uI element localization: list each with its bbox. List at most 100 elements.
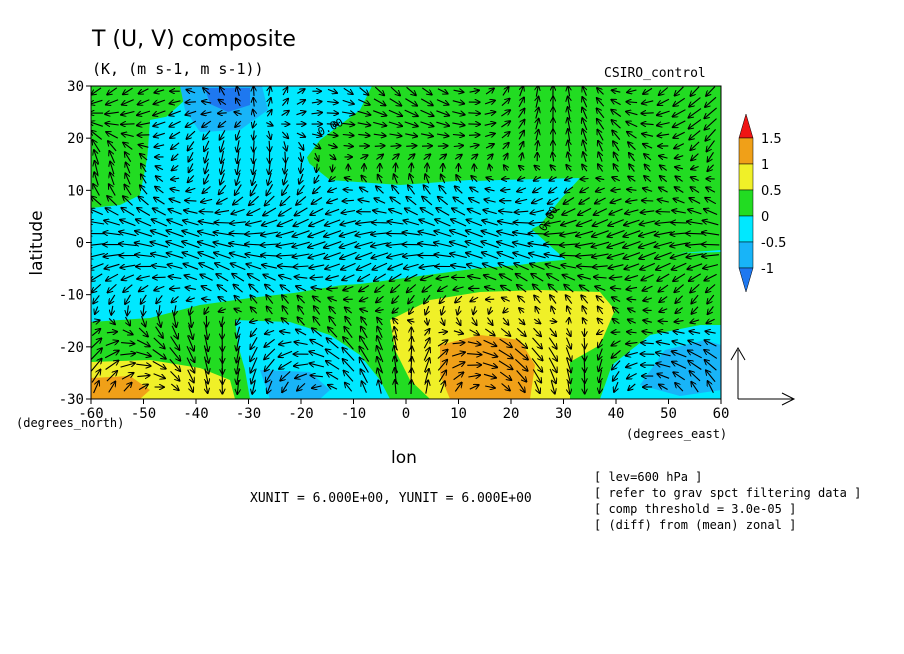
- x-axis: -60 -50 -40 -30 -20 -10 0 10 20 30 40 50 60: [78, 399, 729, 422]
- wind-vector: [311, 134, 321, 136]
- wind-vector: [298, 306, 305, 315]
- wind-vector: [568, 141, 570, 152]
- wind-vector: [627, 189, 637, 190]
- wind-vector: [627, 373, 637, 379]
- colorbar-tick-label: 0.5: [761, 184, 782, 199]
- wind-vector: [643, 285, 653, 291]
- wind-vector: [185, 200, 197, 201]
- wind-vector: [263, 275, 276, 281]
- wind-vector: [483, 374, 496, 378]
- wind-vector: [642, 134, 654, 137]
- wind-vector: [312, 328, 322, 337]
- wind-vector: [297, 89, 304, 93]
- wind-vector: [502, 179, 510, 180]
- wind-vector: [104, 220, 120, 226]
- wind-vector: [388, 263, 403, 270]
- wind-vector: [387, 253, 404, 258]
- wind-vector: [279, 360, 292, 369]
- wind-vector: [673, 131, 685, 138]
- wind-vector: [626, 362, 638, 367]
- wind-vector: [327, 338, 339, 349]
- y-axis: -30 -20 -10 0 10 20 30: [59, 79, 91, 408]
- wind-vector: [690, 141, 700, 150]
- wind-vector: [262, 265, 278, 268]
- wind-vector: [614, 381, 618, 392]
- wind-vector: [452, 208, 466, 216]
- wind-vector: [548, 337, 556, 349]
- wind-vector: [688, 351, 702, 359]
- wind-vector: [235, 184, 242, 195]
- wind-vector: [91, 122, 103, 127]
- wind-vector: [137, 208, 151, 216]
- wind-vector: [670, 233, 688, 235]
- wind-vector: [689, 97, 701, 107]
- wind-vector: [105, 341, 118, 347]
- wind-vector: [580, 186, 590, 192]
- wind-vector: [564, 197, 575, 205]
- wind-vector: [136, 351, 151, 356]
- wind-vector: [438, 197, 449, 206]
- wind-vector: [453, 331, 463, 334]
- wind-vector: [127, 305, 128, 315]
- wind-vector: [265, 358, 275, 371]
- wind-vector: [204, 140, 210, 151]
- wind-vector: [203, 186, 211, 194]
- wind-vector: [311, 113, 323, 114]
- wind-vector: [529, 222, 546, 223]
- wind-vector: [328, 385, 338, 389]
- wind-vector: [521, 153, 523, 161]
- wind-vector: [326, 113, 338, 114]
- wind-vector: [342, 348, 355, 361]
- wind-vector: [325, 263, 340, 269]
- wind-vector: [705, 118, 717, 130]
- wind-vector: [411, 380, 412, 395]
- wind-vector: [407, 284, 417, 293]
- wind-vector: [689, 119, 702, 129]
- wind-vector: [405, 134, 417, 137]
- wind-vector: [246, 220, 262, 225]
- wind-vector: [182, 242, 200, 249]
- wind-vector: [237, 356, 240, 374]
- wind-vector: [142, 316, 146, 326]
- wind-vector: [421, 208, 434, 216]
- y-unit-label: (degrees_north): [16, 416, 124, 430]
- wind-vector: [420, 134, 433, 137]
- wind-vector: [408, 294, 415, 303]
- wind-vector: [234, 309, 242, 312]
- wind-vector: [344, 190, 353, 191]
- wind-vector: [121, 112, 135, 115]
- wind-vector: [583, 318, 587, 325]
- wind-vector: [342, 274, 355, 280]
- wind-vector: [690, 320, 700, 323]
- wind-vector: [120, 363, 135, 368]
- wind-vector: [686, 233, 704, 234]
- wind-vector: [499, 211, 513, 212]
- wind-vector: [111, 305, 113, 315]
- wind-vector: [536, 130, 539, 141]
- wind-vector: [108, 318, 115, 324]
- wind-vector: [468, 113, 480, 114]
- wind-vector: [471, 176, 478, 183]
- wind-vector: [183, 264, 199, 270]
- wind-vector: [141, 294, 147, 304]
- wind-vector: [156, 166, 164, 169]
- wind-vector: [109, 184, 116, 196]
- wind-vector: [437, 88, 448, 94]
- wind-vector: [427, 164, 428, 173]
- wind-vector: [316, 163, 317, 172]
- annotation-diff: [ (diff) from (mean) zonal ]: [594, 518, 796, 532]
- wind-vector: [249, 284, 259, 293]
- wind-vector: [642, 201, 654, 202]
- wind-vector: [269, 87, 271, 96]
- wind-vector: [485, 287, 496, 290]
- wind-vector: [568, 86, 570, 97]
- wind-vector: [560, 255, 578, 256]
- wind-vector: [484, 100, 495, 104]
- wind-vector: [153, 110, 166, 116]
- wind-vector: [186, 345, 195, 362]
- wind-vector: [674, 143, 685, 149]
- colorbar-bin: [738, 241, 754, 269]
- wind-vector: [576, 230, 594, 236]
- wind-vector: [93, 295, 100, 303]
- wind-vector: [673, 372, 686, 381]
